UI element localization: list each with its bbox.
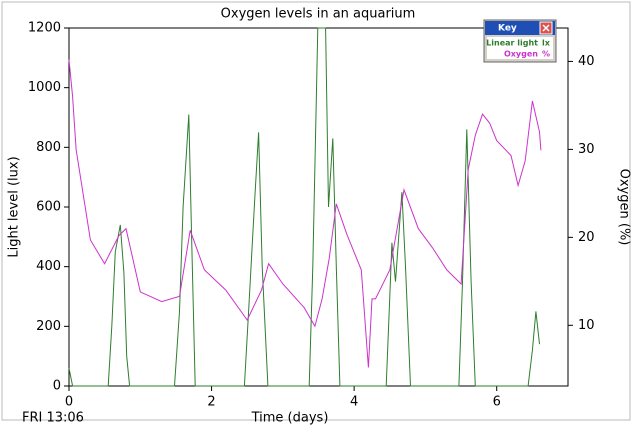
legend-label: Linear light: [486, 39, 538, 48]
y2-tick-label: 30: [578, 142, 595, 157]
y-tick-label: 200: [36, 319, 61, 334]
y-tick-label: 600: [36, 200, 61, 215]
y-tick-label: 1200: [28, 21, 61, 36]
y2-tick-label: 10: [578, 318, 595, 333]
y2-tick-label: 20: [578, 230, 595, 245]
legend: Key: [483, 19, 557, 63]
x-tick-label: 6: [493, 395, 501, 410]
series-line: [68, 27, 540, 387]
legend-unit: %: [542, 50, 550, 59]
y-tick-label: 1000: [28, 80, 61, 95]
close-icon: [542, 24, 550, 32]
page-border: [1, 1, 631, 421]
legend-label: Oxygen: [504, 50, 538, 59]
timestamp: FRI 13:06: [22, 411, 84, 426]
x-tick-label: 4: [350, 395, 358, 410]
y-tick-label: 400: [36, 259, 61, 274]
y-axis-label: Light level (lux): [7, 156, 22, 257]
legend-body: [487, 37, 553, 59]
x-tick-label: 0: [65, 395, 73, 410]
y-tick-label: 800: [36, 140, 61, 155]
x-axis-label: Time (days): [251, 411, 329, 426]
chart-title: Oxygen levels in an aquarium: [221, 7, 416, 22]
legend-unit: lx: [542, 39, 551, 48]
series-line: [68, 59, 542, 368]
y-tick-label: 0: [53, 379, 61, 394]
x-tick-label: 2: [207, 395, 215, 410]
legend-title: Key: [498, 24, 517, 34]
y2-tick-label: 40: [578, 54, 595, 69]
y2-axis-label: Oxygen (%): [617, 169, 632, 246]
legend-titlebar: [485, 21, 555, 35]
